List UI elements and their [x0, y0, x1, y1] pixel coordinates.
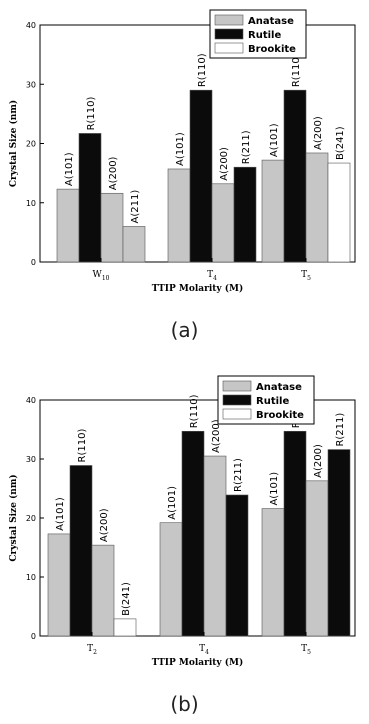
chart-panel-b: 0 10 20 30 40 Crystal Size (nm) TTIP Molarity …	[8, 375, 356, 668]
bar-data-label: A(101)	[269, 123, 280, 157]
x-tick-label-subscript: 2	[93, 649, 97, 656]
bar-data-label: A(200)	[99, 508, 110, 542]
bar-anatase	[203, 455, 227, 637]
y-tick-label: 20	[26, 140, 36, 149]
bar-brookite	[113, 618, 137, 637]
bar-data-label: A(200)	[211, 419, 222, 453]
chart-panel-a: 0 10 20 30 40 Crystal Size (nm) TTIP Molarity …	[8, 9, 356, 294]
legend-label: Anatase	[248, 16, 294, 27]
bar-anatase	[305, 480, 329, 637]
bar-data-label: A(101)	[55, 497, 66, 531]
bar-data-label: R(211)	[233, 458, 244, 492]
legend-swatch-anatase	[222, 380, 252, 392]
bar-data-label: R(110)	[291, 53, 302, 87]
y-tick-label: 40	[26, 396, 36, 405]
x-tick-label: T4	[207, 270, 217, 282]
bar-rutile	[69, 465, 93, 637]
y-tick-label: 30	[26, 80, 36, 89]
bar-anatase	[211, 183, 235, 263]
x-tick-label-main: W	[93, 270, 103, 280]
bar-data-label: B(241)	[335, 126, 346, 160]
x-tick-label-subscript: 4	[205, 649, 209, 656]
x-tick-label-main: T	[301, 270, 307, 280]
bar-rutile	[78, 133, 102, 263]
bar-rutile	[225, 494, 249, 637]
legend-swatch-brookite	[222, 408, 252, 420]
x-tick-label-main: T	[207, 270, 213, 280]
y-tick-label: 0	[31, 258, 36, 267]
legend: Anatase Rutile Brookite	[209, 9, 307, 59]
bar-data-label: A(200)	[313, 444, 324, 478]
bar-anatase	[167, 168, 191, 263]
legend-label: Rutile	[256, 396, 289, 407]
legend: Anatase Rutile Brookite	[217, 375, 315, 425]
bar-data-label: R(211)	[241, 130, 252, 164]
y-tick-label: 20	[26, 514, 36, 523]
x-tick-label-subscript: 4	[213, 275, 217, 282]
x-tick-label-subscript: 5	[307, 649, 311, 656]
bar-anatase	[261, 159, 285, 263]
bar-rutile	[283, 430, 307, 637]
bar-anatase	[122, 226, 146, 263]
y-axis-label: Crystal Size (nm)	[8, 100, 19, 187]
x-axis-label: TTIP Molarity (M)	[152, 657, 244, 668]
legend-label: Brookite	[256, 410, 304, 421]
legend-label: Rutile	[248, 30, 281, 41]
x-tick-label-subscript: 5	[307, 275, 311, 282]
bar-rutile	[181, 430, 205, 637]
legend-swatch-anatase	[214, 14, 244, 26]
bar-rutile	[327, 449, 351, 637]
bar-data-label: A(101)	[64, 152, 75, 186]
bar-anatase	[100, 192, 124, 263]
x-axis-label: TTIP Molarity (M)	[152, 283, 244, 294]
x-tick-label: T4	[199, 644, 209, 656]
bar-data-label: B(241)	[121, 582, 132, 616]
legend-label: Brookite	[248, 44, 296, 55]
y-tick-label: 0	[31, 632, 36, 641]
x-tick-label-main: T	[87, 644, 93, 654]
bar-data-label: A(200)	[108, 156, 119, 190]
y-tick-label: 10	[26, 199, 36, 208]
x-tick-label: W10	[93, 270, 110, 282]
bar-data-label: R(110)	[86, 96, 97, 130]
y-axis-label: Crystal Size (nm)	[8, 474, 19, 561]
panel-a-caption: (a)	[170, 318, 199, 342]
bar-rutile	[233, 166, 257, 263]
bar-data-label: A(211)	[130, 190, 141, 224]
bar-rutile	[283, 89, 307, 263]
bar-data-label: A(101)	[175, 132, 186, 166]
bar-anatase	[159, 522, 183, 637]
legend-swatch-brookite	[214, 42, 244, 54]
legend-swatch-rutile	[214, 28, 244, 40]
bar-data-label: A(200)	[313, 116, 324, 150]
x-tick-label-subscript: 10	[102, 275, 110, 282]
bar-brookite	[327, 162, 351, 263]
panel-b-caption: (b)	[170, 692, 199, 716]
x-tick-label-main: T	[301, 644, 307, 654]
bar-rutile	[189, 89, 213, 263]
x-tick-label: T2	[87, 644, 97, 656]
bar-data-label: R(110)	[77, 429, 88, 463]
bar-anatase	[47, 533, 71, 637]
bar-data-label: A(200)	[219, 147, 230, 181]
x-tick-label-main: T	[199, 644, 205, 654]
bar-data-label: R(211)	[335, 413, 346, 447]
bar-anatase	[56, 188, 80, 263]
bar-data-label: R(110)	[197, 53, 208, 87]
bar-anatase	[305, 152, 329, 263]
bar-anatase	[91, 544, 115, 637]
y-tick-label: 40	[26, 21, 36, 30]
bar-data-label: A(101)	[167, 486, 178, 520]
x-tick-label: T5	[301, 644, 311, 656]
x-tick-label: T5	[301, 270, 311, 282]
legend-swatch-rutile	[222, 394, 252, 406]
bar-anatase	[261, 508, 285, 637]
bar-data-label: A(101)	[269, 472, 280, 506]
legend-label: Anatase	[256, 382, 302, 393]
y-tick-label: 10	[26, 573, 36, 582]
bar-data-label: R(110)	[189, 394, 200, 428]
y-tick-label: 30	[26, 455, 36, 464]
